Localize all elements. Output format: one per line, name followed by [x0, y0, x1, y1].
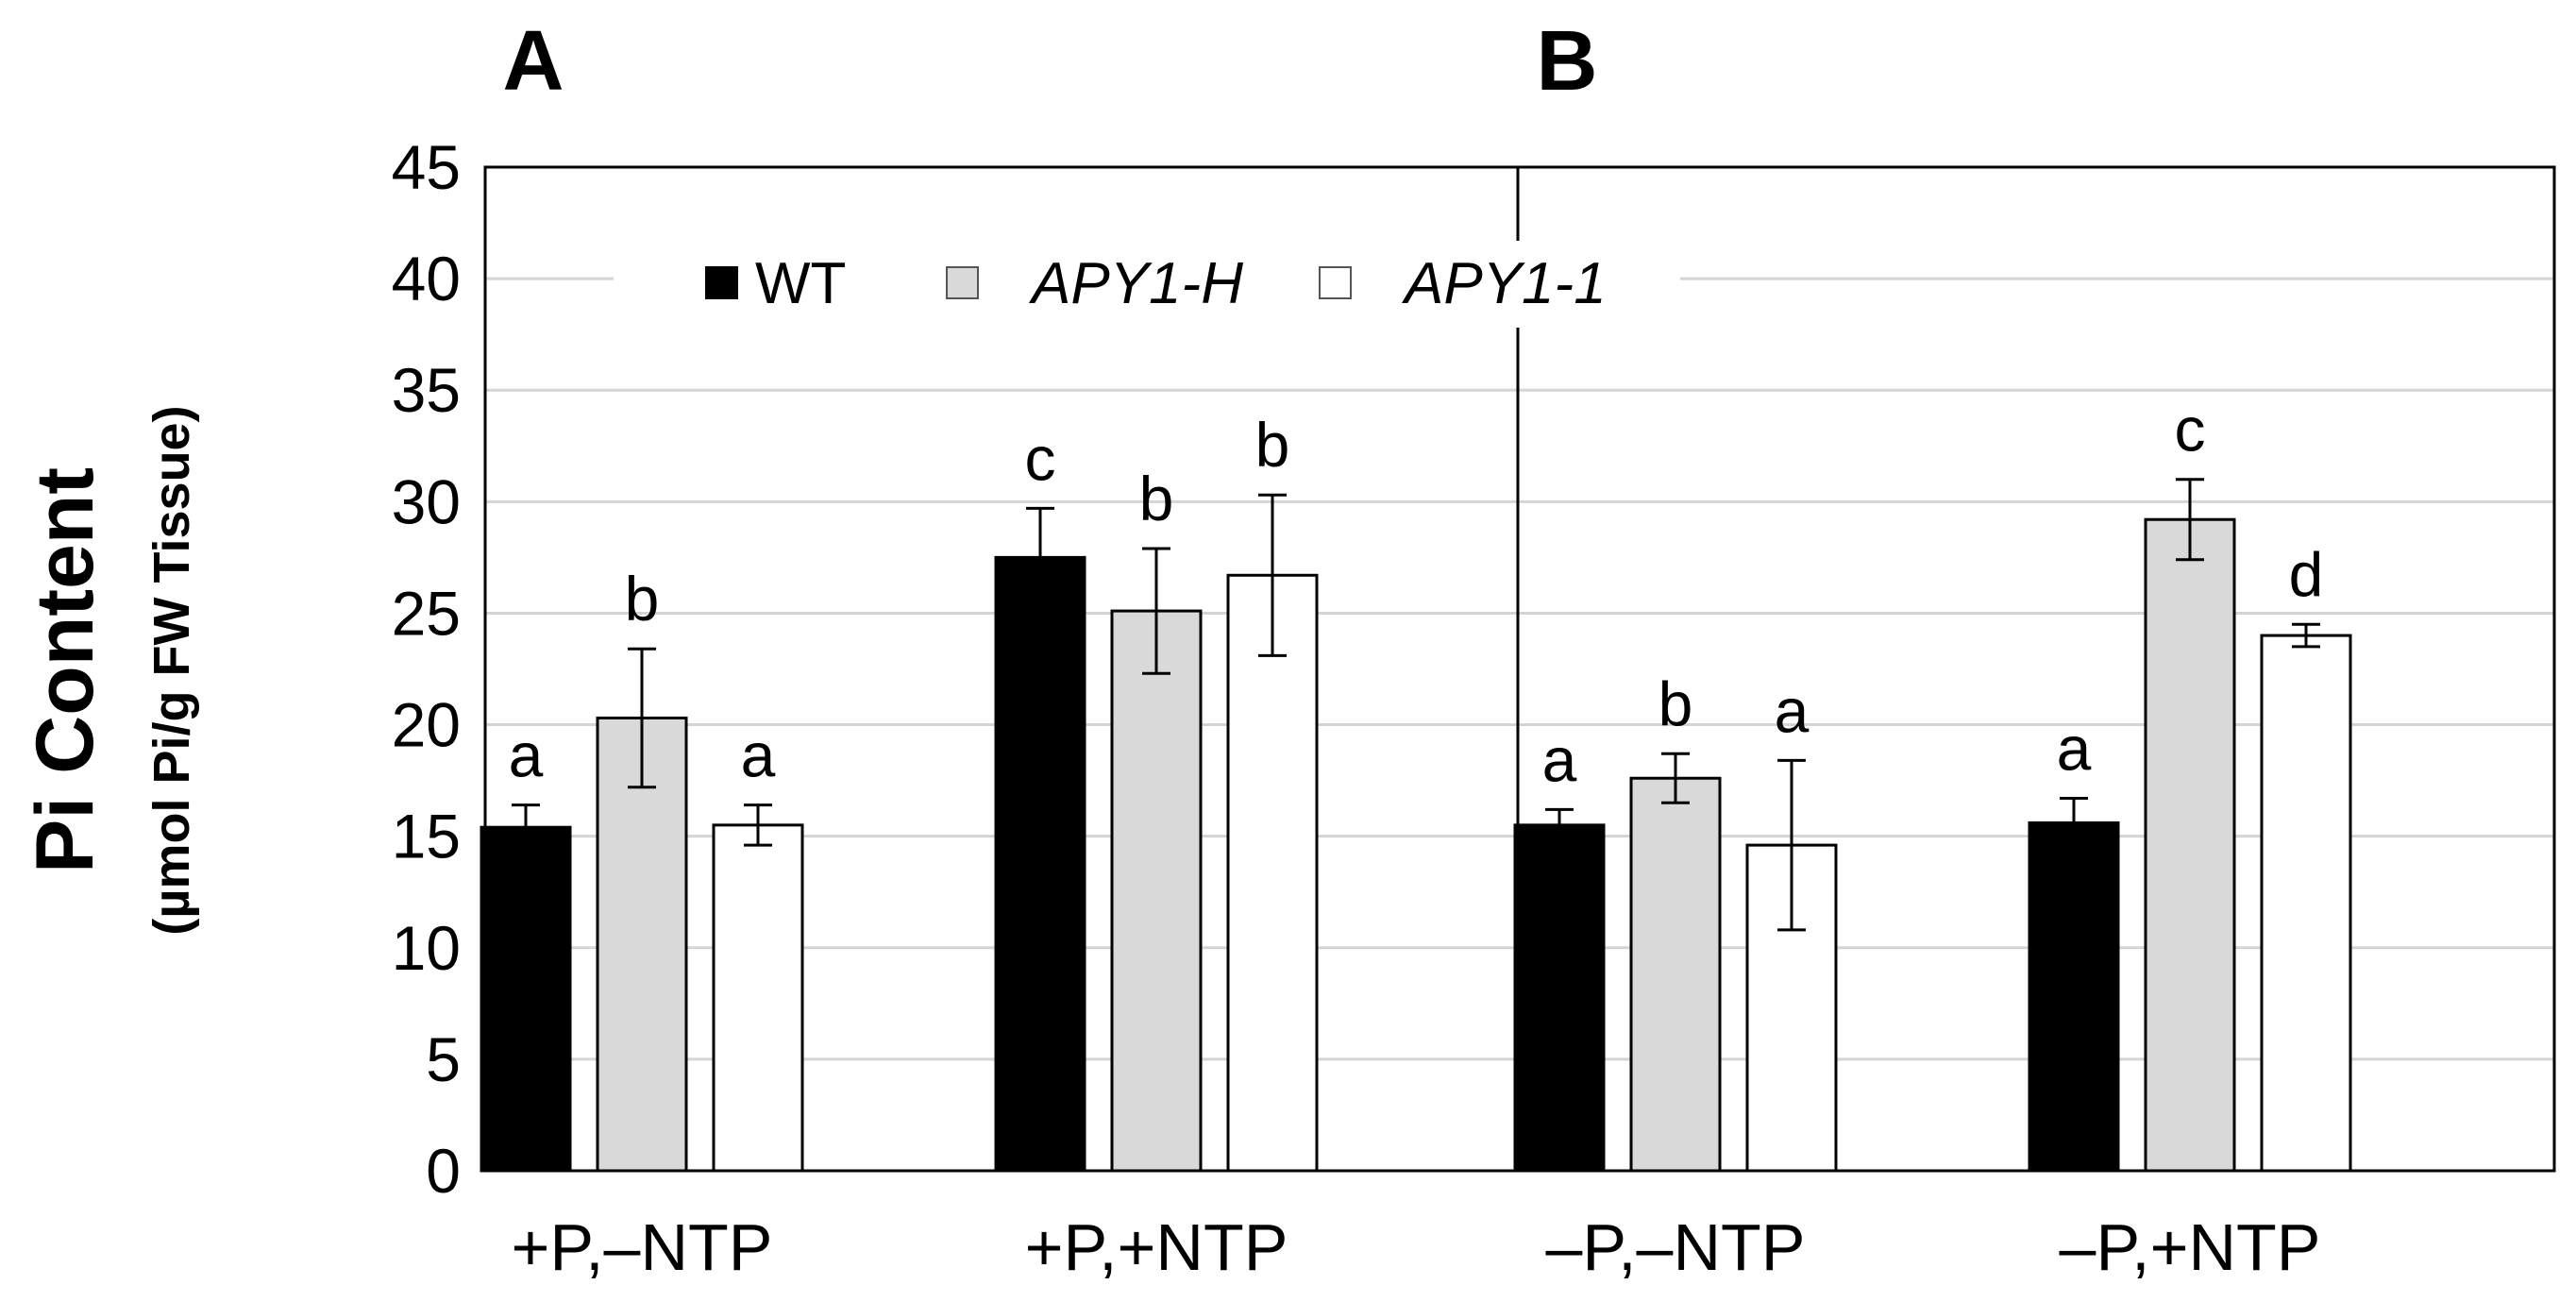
bar[interactable] — [480, 825, 572, 1173]
bar[interactable] — [712, 823, 804, 1173]
panel-label: B — [1537, 14, 1598, 109]
legend-swatch — [1319, 266, 1352, 299]
bar[interactable] — [1226, 573, 1319, 1173]
y-tick-label: 30 — [392, 466, 461, 536]
significance-label: b — [1658, 668, 1693, 738]
bar[interactable] — [2260, 634, 2352, 1173]
significance-label: b — [1139, 464, 1174, 533]
y-tick-label: 15 — [392, 802, 461, 871]
significance-label: a — [1775, 675, 1810, 745]
x-tick-label: –P,–NTP — [1546, 1210, 1806, 1284]
y-tick-label: 20 — [392, 690, 461, 760]
panel-label: A — [503, 14, 564, 109]
y-axis-unit: (µmol Pi/g FW Tissue) — [143, 405, 200, 935]
legend-swatch — [705, 266, 738, 299]
significance-label: a — [509, 720, 544, 790]
y-tick-label: 40 — [392, 244, 461, 313]
legend-label: APY1-H — [1028, 251, 1243, 316]
y-tick-label: 10 — [392, 913, 461, 983]
significance-label: a — [741, 720, 776, 790]
bar[interactable] — [1110, 609, 1203, 1173]
bar[interactable] — [596, 716, 688, 1173]
bar[interactable] — [1513, 823, 1606, 1173]
y-axis-title: Pi Content — [20, 467, 110, 873]
legend-background — [614, 241, 1680, 328]
significance-label: a — [1542, 724, 1577, 794]
x-tick-label: +P,+NTP — [1025, 1210, 1288, 1284]
legend-swatch — [946, 266, 979, 299]
y-tick-label: 35 — [392, 355, 461, 425]
significance-label: a — [2057, 714, 2092, 784]
significance-label: b — [625, 564, 660, 634]
bar[interactable] — [994, 555, 1086, 1173]
significance-label: b — [1255, 410, 1290, 480]
bar[interactable] — [1629, 776, 1722, 1173]
x-tick-label: +P,–NTP — [512, 1210, 773, 1284]
y-tick-label: 45 — [392, 132, 461, 202]
y-tick-label: 0 — [426, 1136, 461, 1206]
y-tick-label: 25 — [392, 578, 461, 648]
bar[interactable] — [2144, 517, 2236, 1173]
y-tick-label: 5 — [426, 1024, 461, 1094]
significance-label: c — [2175, 395, 2206, 465]
legend-label: APY1-1 — [1401, 251, 1607, 316]
bar[interactable] — [2028, 820, 2120, 1173]
significance-label: d — [2289, 539, 2324, 609]
legend-label: WT — [755, 251, 846, 316]
significance-label: c — [1025, 423, 1056, 493]
x-tick-label: –P,+NTP — [2060, 1210, 2321, 1284]
